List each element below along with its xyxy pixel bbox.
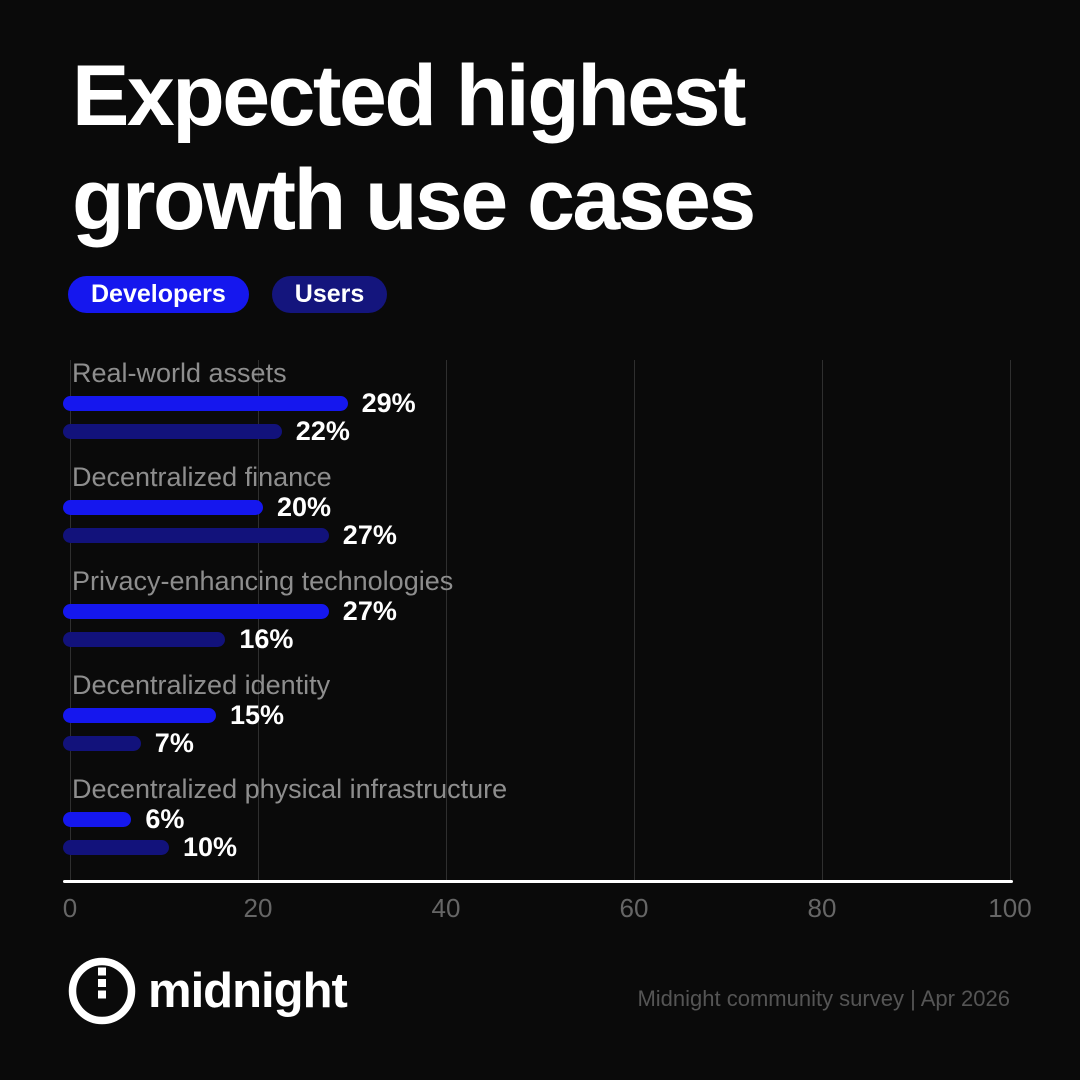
x-tick-label-100: 100 — [988, 893, 1032, 923]
value-label-users: 27% — [342, 520, 397, 550]
bar-users — [63, 840, 169, 855]
gridline-0 — [70, 360, 71, 880]
category-label: Decentralized identity — [72, 670, 331, 700]
brand-wordmark: midnight — [148, 964, 348, 1018]
category-label: Decentralized finance — [72, 462, 332, 492]
title-line-1: Expected highest — [72, 48, 747, 144]
bar-users — [63, 528, 329, 543]
value-label-users: 7% — [154, 728, 194, 758]
x-tick-label-0: 0 — [62, 893, 78, 923]
bar-developers — [63, 604, 329, 619]
value-label-users: 16% — [239, 624, 294, 654]
value-label-developers: 29% — [361, 388, 416, 418]
gridline-80 — [822, 360, 823, 880]
category-label: Privacy-enhancing technologies — [72, 566, 454, 596]
legend: Developers Users — [68, 276, 388, 313]
page-title: Expected highest growth use cases — [72, 44, 756, 252]
source-caption: Midnight community survey | Apr 2026 — [637, 986, 1010, 1011]
gridline-100 — [1010, 360, 1011, 880]
value-label-developers: 6% — [145, 804, 185, 834]
title-line-2: growth use cases — [72, 152, 756, 248]
legend-pill-users[interactable]: Users — [271, 276, 388, 313]
bar-users — [63, 736, 141, 751]
bar-developers — [63, 812, 132, 827]
value-label-developers: 15% — [230, 700, 285, 730]
value-label-developers: 20% — [277, 492, 332, 522]
x-tick-label-60: 60 — [619, 893, 649, 923]
bar-developers — [63, 500, 263, 515]
bar-users — [63, 632, 226, 647]
value-label-developers: 27% — [342, 596, 397, 626]
x-tick-label-80: 80 — [807, 893, 837, 923]
x-tick-label-20: 20 — [243, 893, 273, 923]
category-label: Decentralized physical infrastructure — [72, 774, 508, 804]
gridline-60 — [634, 360, 635, 880]
midnight-logo-icon — [68, 957, 136, 1025]
bar-users — [63, 424, 282, 439]
value-label-users: 10% — [183, 832, 238, 862]
gridline-20 — [258, 360, 259, 880]
gridline-40 — [446, 360, 447, 880]
value-label-users: 22% — [295, 416, 350, 446]
x-axis-line — [63, 880, 1013, 883]
x-tick-label-40: 40 — [431, 893, 461, 923]
bar-developers — [63, 708, 216, 723]
bar-developers — [63, 396, 348, 411]
legend-pill-developers[interactable]: Developers — [68, 276, 249, 313]
category-label: Real-world assets — [72, 358, 287, 388]
